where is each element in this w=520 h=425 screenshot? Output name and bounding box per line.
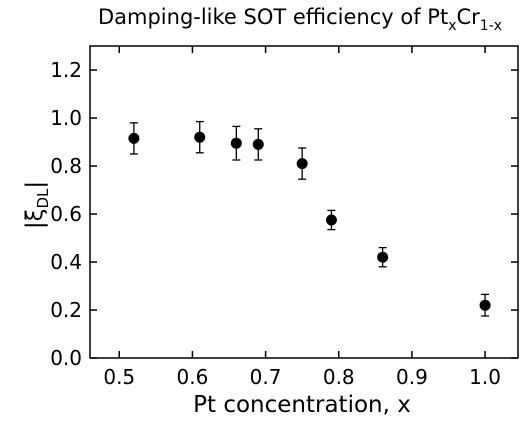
chart-title: Damping-like SOT efficiency of PtxCr1-x [98, 5, 502, 34]
y-tick-label: 1.2 [50, 58, 82, 82]
x-axis-label: Pt concentration, x [193, 392, 411, 418]
y-tick-label: 0.0 [50, 346, 82, 370]
x-tick-label: 0.6 [177, 365, 209, 389]
y-tick-label: 0.2 [50, 298, 82, 322]
y-axis-label: |ξDL| [22, 181, 52, 229]
point [479, 299, 491, 311]
title-sub: 1-x [480, 18, 502, 34]
title-main: Cr [456, 5, 480, 29]
title-sub: x [448, 18, 456, 34]
y-tick-label: 0.4 [50, 250, 82, 274]
point [252, 138, 264, 150]
x-tick-label: 0.7 [250, 365, 282, 389]
y-tick-label: 1.0 [50, 106, 82, 130]
plot-frame [89, 45, 519, 359]
y-tick-label: 0.8 [50, 154, 82, 178]
point [128, 132, 140, 144]
y-label-part: |ξ [22, 209, 48, 230]
point [230, 137, 242, 149]
point [377, 251, 389, 263]
x-tick-label: 1.0 [469, 365, 501, 389]
y-label-sub: DL [34, 188, 52, 209]
point [296, 158, 308, 170]
x-tick-label: 0.5 [103, 365, 135, 389]
title-main: Damping-like SOT efficiency of Pt [98, 5, 448, 29]
x-tick-label: 0.8 [323, 365, 355, 389]
point [194, 131, 206, 143]
y-tick-label: 0.6 [50, 202, 82, 226]
y-label-part: | [22, 181, 48, 189]
point [325, 214, 337, 226]
x-tick-label: 0.9 [396, 365, 428, 389]
